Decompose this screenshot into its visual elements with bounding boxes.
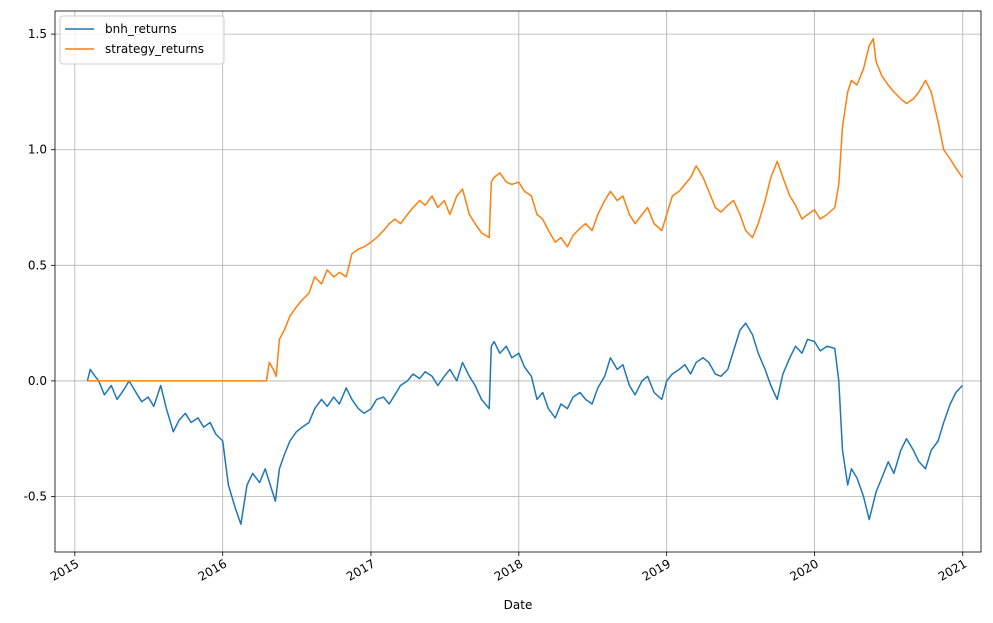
plot-frame	[54, 10, 982, 553]
x-tick-label: 2021	[936, 556, 969, 583]
x-tick-label: 2017	[344, 556, 377, 583]
series-line-strategy-returns	[87, 37, 964, 382]
y-tick-label: 1.5	[28, 27, 47, 41]
legend-label-bnh-returns: bnh_returns	[105, 22, 177, 36]
y-axis-ticks: -0.5 0.0 0.5 1.0 1.5	[24, 27, 55, 504]
series-line-bnh-returns	[86, 322, 963, 526]
x-tick-label: 2015	[48, 556, 81, 583]
y-tick-label: 0.5	[28, 258, 47, 272]
x-tick-label: 2020	[788, 556, 821, 583]
legend-label-strategy-returns: strategy_returns	[105, 42, 204, 56]
x-axis-title: Date	[504, 598, 533, 612]
legend: bnh_returns strategy_returns	[59, 15, 225, 65]
y-tick-label: 1.0	[28, 143, 47, 157]
legend-box	[59, 15, 225, 65]
y-tick-label: -0.5	[24, 490, 47, 504]
x-axis-ticks: 2015 2016 2017 2018 2019 2020 2021	[48, 552, 969, 584]
series-lines	[86, 37, 964, 526]
plot-area	[55, 11, 981, 552]
y-tick-label: 0.0	[28, 374, 47, 388]
x-tick-label: 2016	[196, 556, 229, 583]
x-tick-label: 2018	[492, 556, 525, 583]
x-tick-label: 2019	[640, 556, 673, 583]
